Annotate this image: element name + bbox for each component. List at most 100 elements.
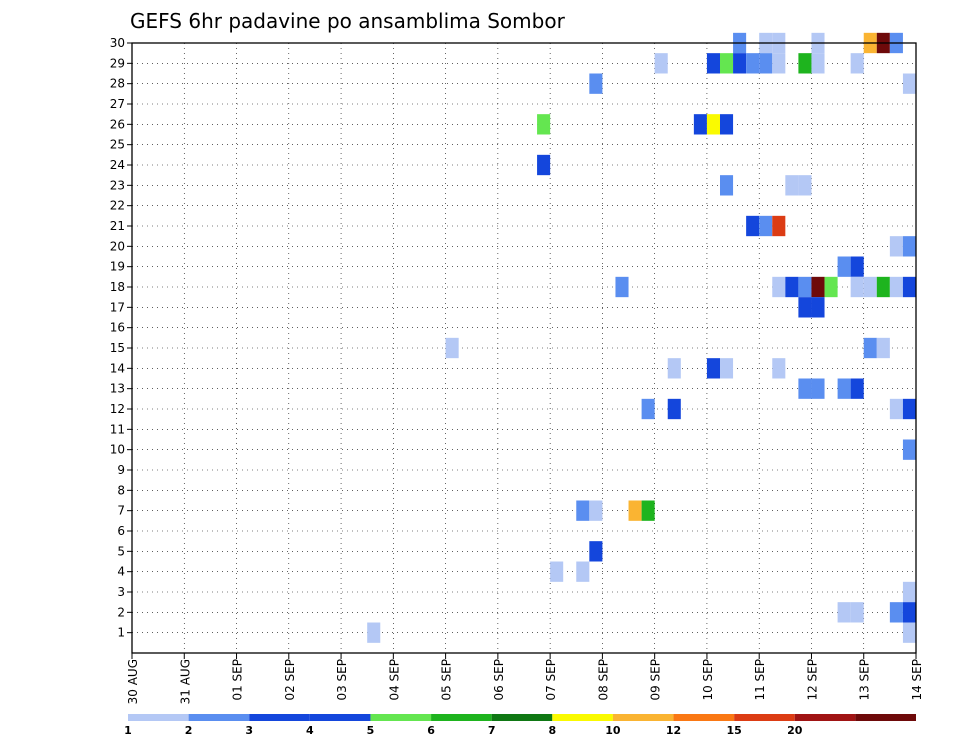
data-cell: [798, 297, 812, 318]
y-tick-label: 24: [110, 158, 125, 172]
colorbar-label: 10: [605, 724, 621, 737]
data-cells: [367, 32, 916, 643]
data-cell: [798, 53, 812, 74]
x-tick-label: 30 AUG: [126, 659, 140, 704]
data-cell: [576, 561, 590, 582]
colorbar-swatch: [552, 714, 613, 721]
colorbar-label: 15: [726, 724, 741, 737]
data-cell: [889, 602, 903, 623]
data-cell: [589, 73, 603, 94]
data-cell: [811, 297, 825, 318]
data-cell: [902, 73, 916, 94]
data-cell: [811, 378, 825, 399]
data-cell: [706, 114, 720, 135]
colorbar-swatch: [673, 714, 735, 721]
y-tick-label: 7: [117, 504, 125, 518]
data-cell: [798, 175, 812, 196]
data-cell: [824, 276, 838, 298]
data-cell: [889, 236, 903, 257]
x-tick-label: 03 SEP: [335, 659, 349, 701]
data-cell: [798, 276, 812, 298]
data-cell: [889, 276, 903, 298]
colorbar-swatch: [309, 714, 371, 721]
data-cell: [837, 256, 851, 277]
y-tick-label: 3: [117, 585, 125, 599]
colorbar-swatch: [188, 714, 250, 721]
data-cell: [902, 276, 916, 298]
x-tick-label: 07 SEP: [544, 659, 558, 701]
data-cell: [902, 439, 916, 460]
y-tick-label: 8: [117, 483, 125, 497]
data-cell: [667, 398, 681, 420]
data-cell: [720, 175, 734, 196]
x-tick-label: 31 AUG: [178, 659, 192, 704]
data-cell: [850, 378, 864, 399]
colorbar-label: 7: [488, 724, 496, 737]
y-tick-label: 14: [110, 361, 125, 375]
data-cell: [537, 154, 551, 176]
colorbar-swatch: [128, 714, 189, 721]
data-cell: [550, 561, 564, 582]
colorbar-label: 3: [245, 724, 253, 737]
data-cell: [798, 378, 812, 399]
data-cell: [876, 276, 890, 298]
x-tick-label: 10 SEP: [701, 659, 715, 701]
data-cell: [850, 53, 864, 74]
colorbar-label: 1: [124, 724, 132, 737]
data-cell: [733, 53, 747, 74]
data-cell: [785, 175, 799, 196]
y-axis: 1234567891011121314151617181920212223242…: [110, 36, 132, 640]
data-cell: [850, 256, 864, 277]
data-cell: [772, 215, 786, 237]
y-tick-label: 18: [110, 280, 125, 294]
data-cell: [902, 398, 916, 420]
colorbar-label: 5: [367, 724, 375, 737]
colorbar-swatch: [734, 714, 795, 721]
data-cell: [367, 622, 381, 643]
colorbar-swatch: [612, 714, 674, 721]
y-tick-label: 2: [117, 605, 125, 619]
data-cell: [641, 500, 655, 521]
x-tick-label: 13 SEP: [858, 659, 872, 701]
y-tick-label: 11: [110, 422, 125, 436]
colorbar-swatch: [249, 714, 310, 721]
y-tick-label: 1: [117, 626, 125, 640]
data-cell: [628, 500, 642, 521]
y-tick-label: 17: [110, 300, 125, 314]
x-tick-label: 08 SEP: [596, 659, 610, 701]
y-tick-label: 23: [110, 178, 125, 192]
data-cell: [837, 602, 851, 623]
data-cell: [785, 276, 799, 298]
data-cell: [759, 53, 773, 74]
y-tick-label: 15: [110, 341, 125, 355]
data-cell: [720, 358, 734, 379]
data-cell: [589, 500, 603, 521]
data-cell: [837, 378, 851, 399]
data-cell: [902, 581, 916, 603]
x-tick-label: 12 SEP: [805, 659, 819, 701]
y-tick-label: 20: [110, 239, 125, 253]
colorbar-label: 8: [548, 724, 556, 737]
data-cell: [706, 53, 720, 74]
colorbar-swatch: [431, 714, 492, 721]
y-tick-label: 22: [110, 199, 125, 213]
y-tick-label: 5: [117, 544, 125, 558]
y-tick-label: 28: [110, 77, 125, 91]
data-cell: [902, 236, 916, 257]
data-cell: [589, 541, 603, 562]
data-cell: [811, 276, 825, 298]
data-cell: [772, 53, 786, 74]
data-cell: [759, 215, 773, 237]
colorbar-label: 4: [306, 724, 314, 737]
colorbar-label: 2: [185, 724, 193, 737]
data-cell: [720, 53, 734, 74]
data-cell: [863, 276, 877, 298]
data-cell: [706, 358, 720, 379]
y-tick-label: 26: [110, 117, 125, 131]
chart-title: GEFS 6hr padavine po ansamblima Sombor: [130, 9, 566, 33]
colorbar-swatch: [491, 714, 553, 721]
data-cell: [772, 358, 786, 379]
x-tick-label: 11 SEP: [753, 659, 767, 701]
y-tick-label: 9: [117, 463, 125, 477]
